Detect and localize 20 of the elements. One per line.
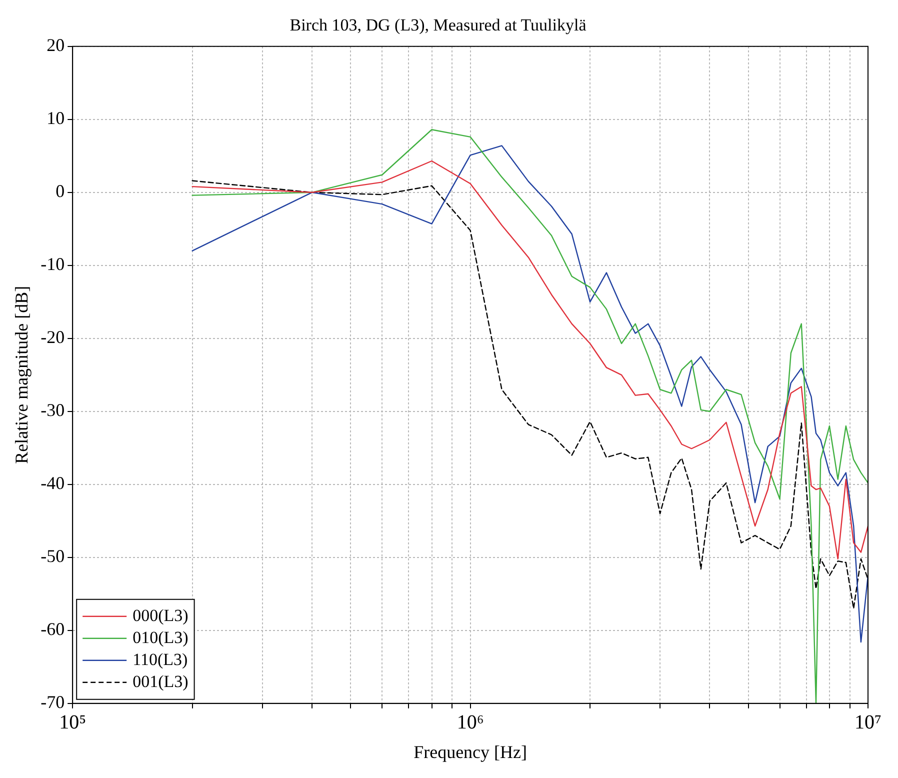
x-tick-label: 10⁷: [854, 712, 882, 734]
y-tick-label: -30: [40, 400, 65, 420]
x-tick-label: 10⁶: [456, 712, 484, 734]
x-axis-title: Frequency [Hz]: [414, 742, 528, 762]
y-tick-label: -70: [40, 692, 65, 712]
legend-label: 001(L3): [132, 672, 188, 691]
x-tick-label: 10⁵: [59, 712, 86, 734]
legend-label: 010(L3): [132, 628, 188, 647]
y-axis-title: Relative magnitude [dB]: [12, 286, 32, 464]
y-tick-label: 0: [56, 181, 65, 202]
y-tick-label: 20: [46, 35, 65, 56]
y-tick-label: -10: [40, 254, 65, 274]
y-tick-label: 10: [46, 108, 65, 128]
chart-title: Birch 103, DG (L3), Measured at Tuulikylä: [290, 16, 587, 35]
y-tick-label: -20: [40, 327, 65, 348]
legend-label: 000(L3): [132, 606, 188, 625]
y-tick-label: -40: [40, 473, 65, 494]
legend-label: 110(L3): [132, 650, 188, 669]
y-tick-label: -50: [40, 546, 65, 566]
y-tick-label: -60: [40, 619, 65, 640]
